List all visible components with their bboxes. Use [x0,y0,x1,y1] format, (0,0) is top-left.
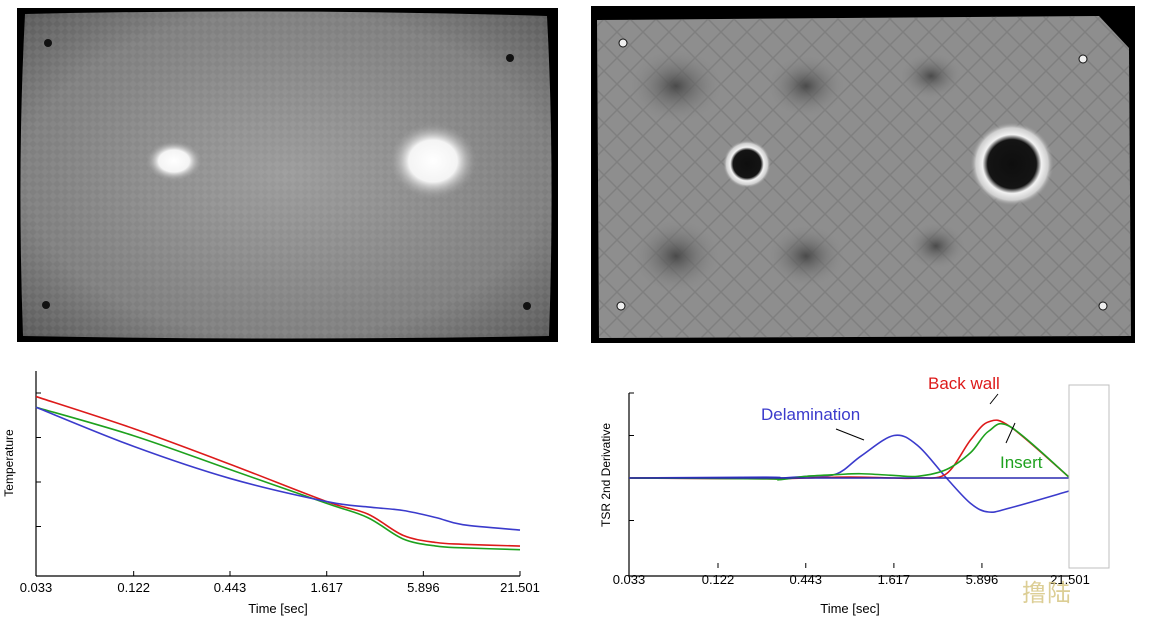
x-tick-label: 0.033 [613,572,646,587]
x-tick-label: 5.896 [407,580,440,595]
x-tick-label: 5.896 [966,572,999,587]
x-tick-label: 0.122 [702,572,735,587]
series-line-1 [35,406,521,551]
y-axis-label: Temperature [2,429,16,497]
series-line-0 [35,395,521,547]
annotation-back-wall: Back wall [928,374,1000,393]
series-line-2 [628,422,1071,481]
tsr-processed-image [591,6,1135,343]
empty-box [1068,384,1110,569]
series-line-2 [35,406,521,531]
annotation-delamination: Delamination [761,405,860,424]
y-axis-label: TSR 2nd Derivative [599,423,613,527]
x-tick-label: 21.501 [1050,572,1090,587]
leader-back-wall [989,393,999,405]
leader-insert [1005,422,1016,444]
y-ticks [36,392,41,527]
x-axis-label: Time [sec] [248,601,307,616]
x-axis-label: Time [sec] [820,601,879,616]
series-group [35,395,521,551]
chart-axes [35,371,520,577]
chart-axes [628,393,1070,577]
temperature-chart: 0.033 0.122 0.443 1.617 5.896 21.501 Temperat… [2,371,540,616]
watermark-text: 撸陆 [1022,579,1072,607]
x-tick-label: 0.443 [214,580,247,595]
x-tick-label: 0.122 [117,580,150,595]
x-tick-label: 0.033 [20,580,53,595]
x-tick-label: 21.501 [500,580,540,595]
x-tick-label: 1.617 [310,580,343,595]
x-tick-label: 1.617 [878,572,911,587]
x-ticks: 0.033 0.122 0.443 1.617 5.896 21.501 [613,563,1090,587]
thermal-image-raw [17,8,558,342]
tsr-derivative-chart: 0.033 0.122 0.443 1.617 5.896 21.501 TSR 2nd … [599,374,1110,616]
y-ticks [629,392,634,521]
series-group [628,419,1071,513]
annotation-insert: Insert [1000,453,1043,472]
x-tick-label: 0.443 [789,572,822,587]
leader-delamination [835,428,865,441]
x-ticks: 0.033 0.122 0.443 1.617 5.896 21.501 [20,571,540,595]
